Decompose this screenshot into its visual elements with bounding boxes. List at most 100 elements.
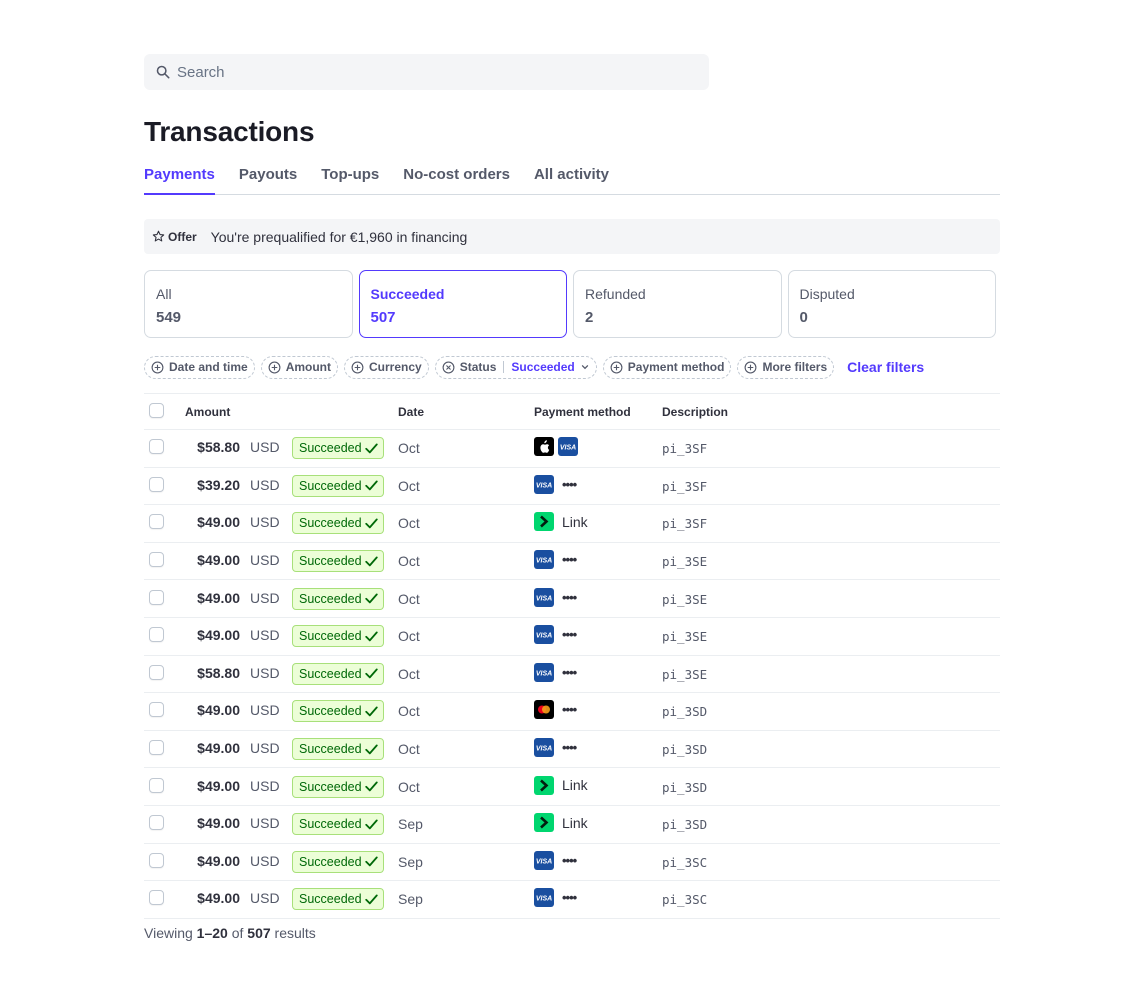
filter-label: Date and time xyxy=(169,360,248,374)
table-row[interactable]: $49.00 USD Succeeded Oct •••• pi_3SD xyxy=(144,693,1000,731)
status-card-succeeded[interactable]: Succeeded 507 xyxy=(358,270,567,338)
column-header-description[interactable]: Description xyxy=(662,404,729,419)
row-checkbox[interactable] xyxy=(149,740,164,756)
column-header-amount[interactable]: Amount xyxy=(185,404,231,419)
filter-more-filters[interactable]: More filters xyxy=(737,355,835,379)
row-checkbox[interactable] xyxy=(149,852,164,868)
status-badge: Succeeded xyxy=(292,888,384,911)
row-checkbox[interactable] xyxy=(149,514,164,530)
description-value: pi_3SE xyxy=(662,666,708,682)
row-checkbox[interactable] xyxy=(149,552,164,568)
description-value: pi_3SD xyxy=(662,704,708,720)
row-checkbox[interactable] xyxy=(149,702,164,718)
tab-top-ups[interactable]: Top-ups xyxy=(321,166,380,183)
search-input[interactable] xyxy=(177,63,677,81)
financing-offer-banner[interactable]: Offer You're prequalified for €1,960 in … xyxy=(144,219,1000,254)
amount-value: $49.00 xyxy=(197,514,240,531)
date-value: Sep xyxy=(398,891,423,908)
payment-method-text: •••• xyxy=(562,552,577,568)
amount-value: $49.00 xyxy=(197,552,240,569)
visa-icon: VISA xyxy=(534,474,554,494)
filter-separator xyxy=(503,361,505,373)
table-row[interactable]: $39.20 USD Succeeded Oct VISA •••• pi_3SF xyxy=(144,467,1000,505)
clear-filters-link[interactable]: Clear filters xyxy=(847,359,925,375)
status-badge: Succeeded xyxy=(292,813,384,836)
description-value: pi_3SC xyxy=(662,854,708,870)
tab-payments[interactable]: Payments xyxy=(144,166,215,195)
row-checkbox[interactable] xyxy=(149,890,164,906)
star-icon xyxy=(152,230,165,243)
table-header-row: Amount Date Payment method Description xyxy=(144,393,1000,430)
tab-all-activity[interactable]: All activity xyxy=(533,166,609,183)
plus-circle-icon xyxy=(351,361,364,374)
table-row[interactable]: $49.00 USD Succeeded Oct VISA •••• pi_3SE xyxy=(144,617,1000,656)
table-row[interactable]: $49.00 USD Succeeded Oct Link pi_3SF xyxy=(144,505,1000,543)
table-row[interactable]: $49.00 USD Succeeded Oct VISA •••• pi_3SE xyxy=(144,580,1000,618)
table-row[interactable]: $58.80 USD Succeeded Oct VISA pi_3SF xyxy=(144,430,1000,468)
tab-bar: Payments Payouts Top-ups No-cost orders … xyxy=(144,166,1000,195)
tab-payouts[interactable]: Payouts xyxy=(238,166,298,183)
page-title: Transactions xyxy=(144,116,315,147)
status-badge-label: Succeeded xyxy=(299,892,362,907)
link-icon xyxy=(534,775,554,795)
status-card-all[interactable]: All 549 xyxy=(144,270,353,338)
status-badge-label: Succeeded xyxy=(299,817,362,832)
amount-value: $58.80 xyxy=(197,439,240,456)
x-circle-icon[interactable] xyxy=(442,361,455,374)
table-row[interactable]: $58.80 USD Succeeded Oct VISA •••• pi_3SE xyxy=(144,655,1000,693)
visa-icon: VISA xyxy=(534,587,554,607)
row-checkbox[interactable] xyxy=(149,664,164,680)
tab-no-cost-orders[interactable]: No-cost orders xyxy=(403,166,510,183)
status-badge-label: Succeeded xyxy=(299,629,362,644)
table-row[interactable]: $49.00 USD Succeeded Oct VISA •••• pi_3SD xyxy=(144,730,1000,768)
select-all-checkbox[interactable] xyxy=(149,402,164,418)
checkmark-icon xyxy=(364,443,378,454)
row-checkbox[interactable] xyxy=(149,439,164,455)
currency-code: USD xyxy=(250,740,280,757)
row-checkbox[interactable] xyxy=(149,589,164,605)
status-card-disputed[interactable]: Disputed 0 xyxy=(787,270,996,338)
filter-status[interactable]: Status Succeeded xyxy=(434,355,597,379)
payment-method-text: Link xyxy=(562,513,588,530)
svg-text:VISA: VISA xyxy=(536,482,552,489)
filter-label: Status xyxy=(459,360,497,374)
filter-label: Payment method xyxy=(627,360,725,374)
row-checkbox[interactable] xyxy=(149,777,164,793)
table-row[interactable]: $49.00 USD Succeeded Sep VISA •••• pi_3SC xyxy=(144,843,1000,881)
filter-currency[interactable]: Currency xyxy=(344,355,429,379)
payment-method-text: •••• xyxy=(562,627,577,643)
status-card-label: All xyxy=(156,286,172,302)
status-card-count: 549 xyxy=(156,309,182,326)
table-row[interactable]: $49.00 USD Succeeded Oct Link pi_3SD xyxy=(144,768,1000,806)
column-header-payment-method[interactable]: Payment method xyxy=(534,404,631,419)
payment-method-text: •••• xyxy=(562,890,577,906)
filter-payment-method[interactable]: Payment method xyxy=(602,355,732,379)
table-row[interactable]: $49.00 USD Succeeded Sep VISA •••• pi_3SC xyxy=(144,881,1000,919)
amount-value: $49.00 xyxy=(197,777,240,794)
table-body: $58.80 USD Succeeded Oct VISA pi_3SF $39.20 USD… xyxy=(144,430,1000,919)
row-checkbox[interactable] xyxy=(149,815,164,831)
payment-method: VISA •••• xyxy=(534,662,577,682)
status-card-refunded[interactable]: Refunded 2 xyxy=(573,270,782,338)
amount-value: $49.00 xyxy=(197,852,240,869)
checkmark-icon xyxy=(364,556,378,567)
filter-date-and-time[interactable]: Date and time xyxy=(144,355,255,379)
row-checkbox[interactable] xyxy=(149,476,164,492)
row-checkbox[interactable] xyxy=(149,627,164,643)
currency-code: USD xyxy=(250,777,280,794)
transactions-table: Amount Date Payment method Description $… xyxy=(144,393,1000,919)
payment-method: VISA •••• xyxy=(534,550,577,570)
status-badge-label: Succeeded xyxy=(299,441,362,456)
column-header-date[interactable]: Date xyxy=(398,404,425,419)
status-badge-label: Succeeded xyxy=(299,554,362,569)
amount-value: $49.00 xyxy=(197,627,240,644)
visa-icon: VISA xyxy=(534,550,554,570)
status-badge: Succeeded xyxy=(292,662,384,685)
currency-code: USD xyxy=(250,815,280,832)
table-row[interactable]: $49.00 USD Succeeded Sep Link pi_3SD xyxy=(144,805,1000,844)
table-row[interactable]: $49.00 USD Succeeded Oct VISA •••• pi_3SE xyxy=(144,542,1000,580)
svg-text:VISA: VISA xyxy=(536,858,552,865)
visa-icon: VISA xyxy=(534,738,554,758)
search-bar[interactable] xyxy=(144,54,709,90)
filter-amount[interactable]: Amount xyxy=(260,355,339,379)
